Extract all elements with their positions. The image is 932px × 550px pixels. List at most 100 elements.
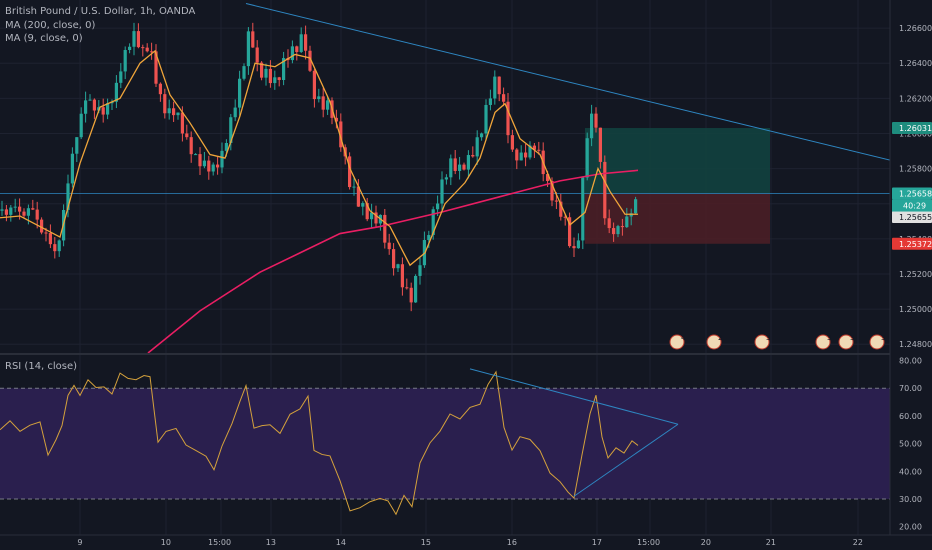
candle-body <box>295 46 299 52</box>
candle-body <box>92 99 96 111</box>
candle-body <box>282 58 286 80</box>
candle-body <box>524 152 528 158</box>
time-axis-label: 14 <box>336 538 346 547</box>
price-axis-label: 1.24800 <box>899 340 932 349</box>
candle-body <box>440 179 444 204</box>
current-price-tag-label: 1.25658 <box>899 190 932 199</box>
candle-body <box>603 161 607 219</box>
event-badge-count: 2 <box>718 334 722 342</box>
rsi-trendline <box>573 423 679 497</box>
candle-body <box>207 160 211 172</box>
stop-loss-tag-label: 1.25372 <box>899 240 932 249</box>
candle-body <box>242 66 246 79</box>
candle-body <box>40 219 44 233</box>
candle-body <box>57 240 61 252</box>
candle-body <box>194 154 198 156</box>
candle-body <box>396 264 400 269</box>
ma9-legend[interactable]: MA (9, close, 0) <box>5 33 83 44</box>
event-badge[interactable]: 4 <box>669 334 686 350</box>
candle-body <box>625 216 629 228</box>
candle-body <box>79 113 83 138</box>
ma200-legend[interactable]: MA (200, close, 0) <box>5 20 96 31</box>
event-badge[interactable]: 3 <box>869 334 885 350</box>
candle-body <box>510 135 514 150</box>
time-axis-label: 15 <box>421 538 431 547</box>
candles <box>0 22 638 312</box>
event-badge-circle <box>815 334 831 350</box>
candle-body <box>427 235 431 241</box>
candle-body <box>453 158 457 171</box>
candle-body <box>590 113 594 139</box>
price-axis-label: 1.25800 <box>899 165 932 174</box>
candle-body <box>409 287 413 303</box>
stop-loss-zone <box>585 193 770 244</box>
candle-body <box>4 209 8 215</box>
rsi-axis-label: 30.00 <box>899 495 922 504</box>
event-badge[interactable]: 2 <box>706 334 722 350</box>
candle-body <box>180 112 184 134</box>
candle-body <box>163 94 167 114</box>
symbol-title[interactable]: British Pound / U.S. Dollar, 1h, OANDA <box>5 6 196 17</box>
current-price-tag <box>892 187 932 200</box>
candle-body <box>136 31 140 48</box>
time-axis-label: 16 <box>507 538 517 547</box>
event-badge-count: 3 <box>766 334 770 342</box>
candle-body <box>480 133 484 138</box>
candle-body <box>321 96 325 110</box>
ma-value-tag <box>892 211 932 224</box>
candle-body <box>383 214 387 243</box>
candle-body <box>326 100 330 110</box>
candle-body <box>119 71 123 83</box>
rsi-legend[interactable]: RSI (14, close) <box>5 361 78 372</box>
event-badge[interactable]: 3 <box>838 334 854 350</box>
candle-body <box>519 152 523 161</box>
candle-body <box>471 155 475 157</box>
candle-body <box>132 31 136 47</box>
price-axis-label: 1.25000 <box>899 305 932 314</box>
candle-body <box>238 78 242 108</box>
candle-body <box>466 155 470 170</box>
candle-body <box>44 232 48 234</box>
candle-body <box>387 242 391 250</box>
countdown-tag <box>892 199 932 212</box>
rsi-trendline <box>469 368 679 425</box>
take-profit-tag <box>892 122 932 135</box>
event-badge-count: 3 <box>827 334 831 342</box>
rsi-axis-label: 50.00 <box>899 440 922 449</box>
candle-body <box>246 31 250 67</box>
candle-body <box>145 47 149 52</box>
candle-body <box>431 209 435 236</box>
event-badge[interactable]: 3 <box>754 334 770 350</box>
candle-body <box>167 108 171 114</box>
candle-body <box>141 47 145 49</box>
candle-body <box>229 117 233 143</box>
candle-body <box>255 47 259 63</box>
rsi-axis-label: 70.00 <box>899 384 922 393</box>
candle-body <box>392 249 396 269</box>
candle-body <box>35 209 39 220</box>
rsi-axis-label: 20.00 <box>899 523 922 532</box>
candle-body <box>317 96 321 100</box>
candle-body <box>66 183 70 210</box>
candle-body <box>554 200 558 202</box>
candle-body <box>400 264 404 288</box>
time-axis-label: 9 <box>77 538 82 547</box>
candle-body <box>312 70 316 100</box>
candle-body <box>414 275 418 303</box>
candle-body <box>101 107 105 115</box>
price-axis <box>890 0 932 550</box>
ma-value-tag-label: 1.25655 <box>899 213 932 222</box>
candle-body <box>352 186 356 188</box>
candle-body <box>598 127 602 162</box>
countdown-label: 40:29 <box>903 202 926 211</box>
time-axis-label: 10 <box>161 538 171 547</box>
rsi-axis-label: 60.00 <box>899 412 922 421</box>
candle-body <box>268 68 272 84</box>
candle-body <box>220 150 224 168</box>
event-badge[interactable]: 3 <box>815 334 831 350</box>
time-axis-label: 22 <box>853 538 863 547</box>
candle-body <box>189 137 193 155</box>
candle-body <box>484 104 488 134</box>
candle-body <box>150 51 154 53</box>
